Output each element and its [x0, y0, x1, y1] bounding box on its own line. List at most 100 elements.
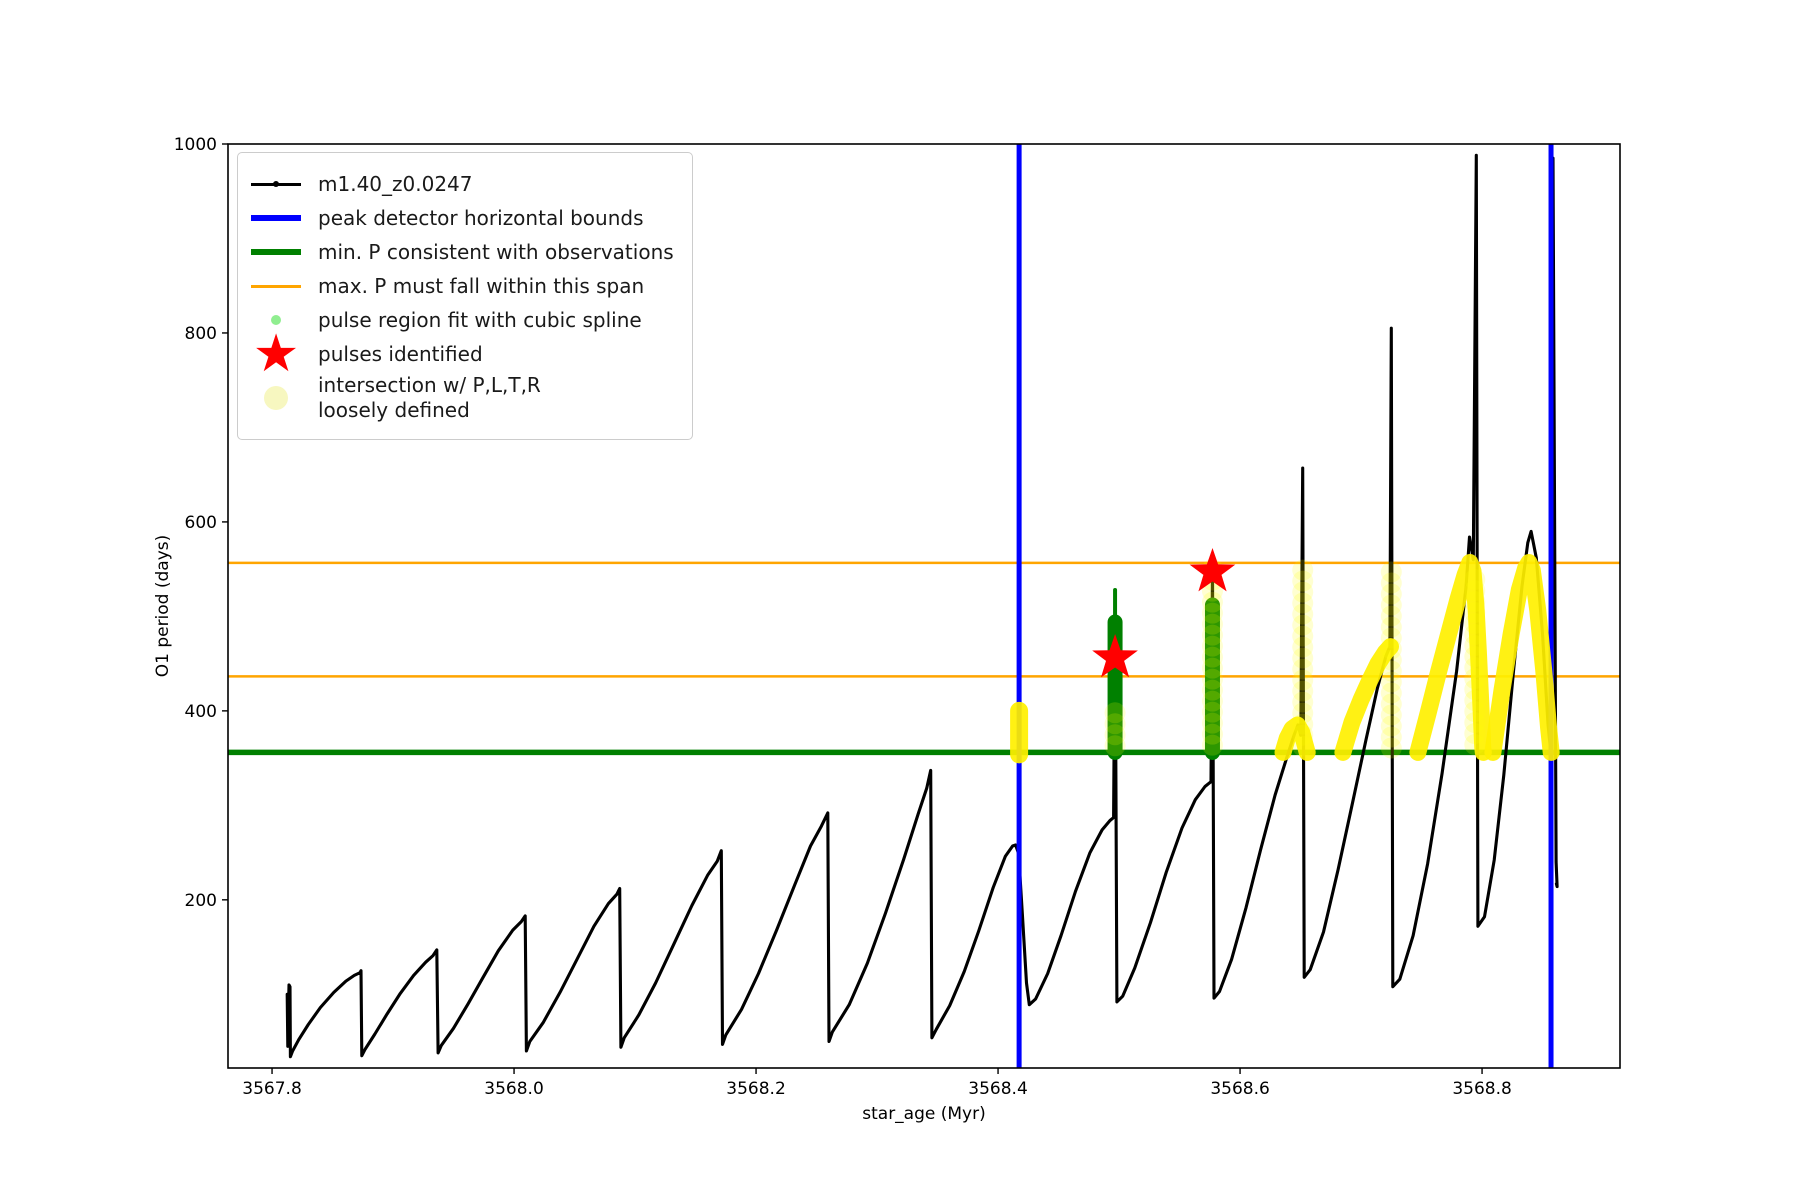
loose-intersection-marker [1380, 660, 1402, 682]
y-tick-label: 600 [185, 513, 217, 533]
loose-intersection-marker [1201, 712, 1223, 734]
legend-label-7: intersection w/ P,L,T,R loosely defined [318, 373, 541, 422]
legend-row-1: m1.40_z0.0247 [250, 169, 674, 199]
loose-intersection-marker [1464, 646, 1486, 668]
loose-intersection-marker [1464, 635, 1486, 657]
x-tick-label: 3568.6 [1210, 1079, 1269, 1099]
legend-label-1: m1.40_z0.0247 [318, 171, 473, 196]
loose-intersection-marker [1104, 735, 1126, 757]
loose-intersection-marker [1380, 704, 1402, 726]
legend-label-3: min. P consistent with observations [318, 239, 674, 264]
loose-intersection-marker [1380, 572, 1402, 594]
x-tick-label: 3567.8 [242, 1079, 301, 1099]
loose-intersection-marker [1292, 614, 1314, 636]
pulse-star-icon-1 [1092, 634, 1138, 678]
loose-intersection-marker [1380, 649, 1402, 671]
loose-intersection-marker [1104, 724, 1126, 746]
loose-intersection-marker [1464, 613, 1486, 635]
loose-intersection-marker [1201, 602, 1223, 624]
loose-intersection-marker [1464, 591, 1486, 613]
loose-intersection-marker [1201, 723, 1223, 745]
loose-intersection-marker [1380, 594, 1402, 616]
loose-intersection-marker [1201, 613, 1223, 635]
legend-row-2: peak detector horizontal bounds [250, 203, 674, 233]
loose-intersection-marker [1464, 569, 1486, 591]
axes-frame [227, 143, 1621, 1069]
loose-intersection-marker [1201, 580, 1223, 602]
loose-intersection-marker [1380, 671, 1402, 693]
legend-thick-line-swatch [250, 249, 302, 255]
y-tick-label: 1000 [174, 135, 217, 155]
loose-intersection-marker [1464, 712, 1486, 734]
legend-dot-icon [250, 315, 302, 325]
intersection-arc-2 [1334, 638, 1399, 761]
loose-intersection-marker [1292, 735, 1314, 757]
loose-intersection-marker [1292, 570, 1314, 592]
loose-intersection-marker [1380, 693, 1402, 715]
loose-intersection-marker [1201, 668, 1223, 690]
loose-intersection-marker [1201, 701, 1223, 723]
loose-intersection-marker [1380, 682, 1402, 704]
loose-intersection-marker [1380, 737, 1402, 759]
loose-intersection-marker [1292, 603, 1314, 625]
loose-intersection-marker [1292, 713, 1314, 735]
y-tick-label: 200 [185, 891, 217, 911]
pulse-star-icon-2 [1189, 548, 1236, 592]
loose-intersection-marker [1380, 616, 1402, 638]
legend-thick-line-swatch [250, 215, 302, 221]
x-axis-label: star_age (Myr) [862, 1104, 986, 1124]
loose-intersection-marker [1292, 592, 1314, 614]
x-tick-label: 3568.8 [1452, 1079, 1511, 1099]
loose-intersection-marker [1201, 657, 1223, 679]
legend-row-7: intersection w/ P,L,T,R loosely defined [250, 373, 674, 423]
y-tick-label: 400 [185, 702, 217, 722]
legend-row-6: ★ pulses identified [250, 324, 674, 384]
loose-intersection-marker [1464, 723, 1486, 745]
legend-star-icon: ★ [252, 324, 300, 384]
loose-intersection-marker [1464, 734, 1486, 756]
x-tick-label: 3568.0 [484, 1079, 543, 1099]
loose-intersection-marker [1464, 602, 1486, 624]
loose-intersection-marker [1380, 726, 1402, 748]
loose-intersection-marker [1292, 669, 1314, 691]
loose-intersection-marker [1201, 624, 1223, 646]
period-curve [285, 153, 1559, 1059]
legend-row-5: pulse region fit with cubic spline [250, 305, 674, 335]
x-tick-label: 3568.2 [726, 1079, 785, 1099]
y-tick-label: 800 [185, 324, 217, 344]
loose-intersection-marker [1380, 561, 1402, 583]
intersection-arc-4 [1484, 554, 1560, 761]
loose-intersection-marker [1380, 638, 1402, 660]
y-axis-label: O1 period (days) [153, 534, 173, 678]
loose-intersection-marker [1292, 581, 1314, 603]
loose-intersection-marker [1292, 724, 1314, 746]
loose-intersection-marker [1292, 625, 1314, 647]
loose-intersection-marker [1292, 647, 1314, 669]
loose-intersection-marker [1104, 713, 1126, 735]
legend-label-6: pulses identified [318, 341, 483, 366]
loose-intersection-marker [1292, 691, 1314, 713]
legend-label-5: pulse region fit with cubic spline [318, 307, 642, 332]
loose-intersection-marker [1292, 680, 1314, 702]
loose-intersection-marker [1380, 627, 1402, 649]
legend-label-4: max. P must fall within this span [318, 273, 645, 298]
loose-intersection-marker [1380, 605, 1402, 627]
loose-intersection-marker [1292, 559, 1314, 581]
x-tick-label: 3568.4 [968, 1079, 1027, 1099]
intersection-arc-3 [1409, 554, 1492, 761]
loose-intersection-marker [1464, 690, 1486, 712]
legend-line-swatch [250, 181, 302, 187]
legend-row-4: max. P must fall within this span [250, 271, 674, 301]
loose-intersection-marker [1464, 701, 1486, 723]
legend-row-3: min. P consistent with observations [250, 237, 674, 267]
loose-intersection-marker [1201, 679, 1223, 701]
loose-intersection-marker [1292, 658, 1314, 680]
loose-intersection-marker [1292, 702, 1314, 724]
legend-dot-icon [250, 386, 302, 410]
loose-intersection-marker [1201, 591, 1223, 613]
loose-intersection-marker [1464, 668, 1486, 690]
loose-intersection-marker [1201, 646, 1223, 668]
loose-intersection-marker [1464, 657, 1486, 679]
